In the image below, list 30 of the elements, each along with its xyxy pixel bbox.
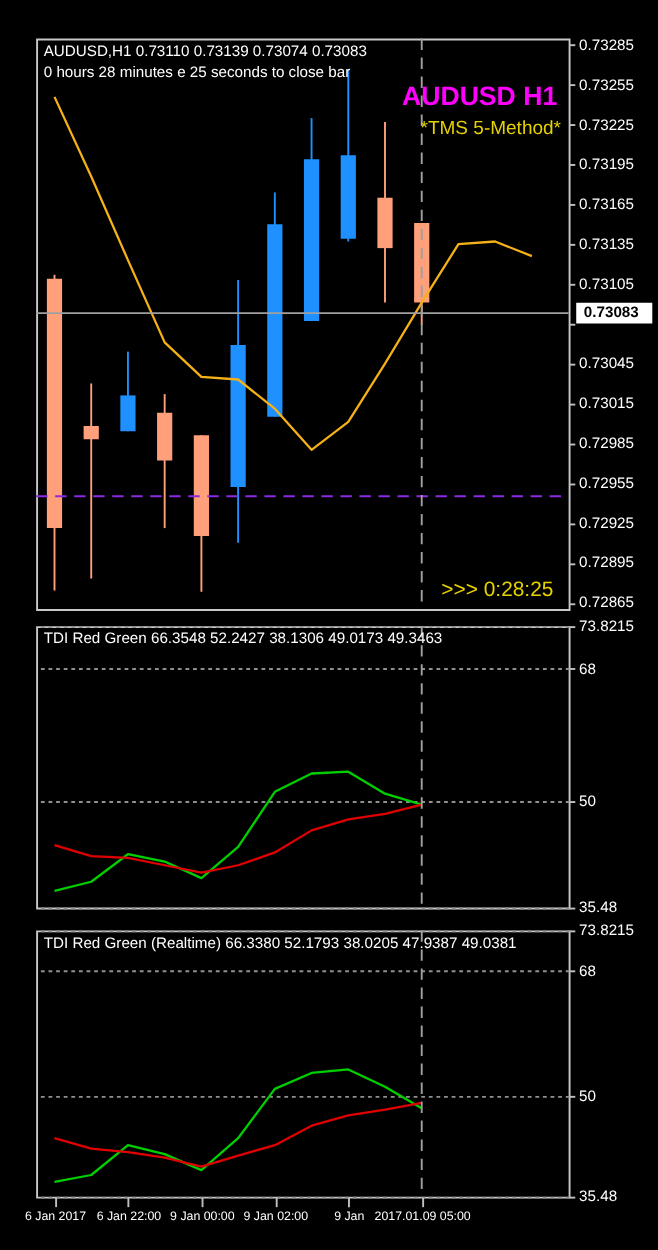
y-tick-label: 0.73135 [579,234,634,253]
annotation: >>> 0:28:25 [441,579,554,602]
y-tick-label: 0.73015 [579,394,634,413]
y-tick-label: 0.72865 [579,593,634,612]
y-tick-label: 50 [579,1086,596,1105]
y-tick-label: 0.72955 [579,473,634,492]
y-tick-label: 35.48 [579,898,618,917]
y-tick-label: 50 [579,791,596,810]
annotation: 0 hours 28 minutes e 25 seconds to close bar [43,62,352,81]
y-tick-label: 0.72895 [579,553,634,572]
text: *TMS 5-Method* [420,117,562,140]
y-tick-label: 0.73105 [579,274,634,293]
y-tick-label: 73.8215 [579,616,634,635]
y-tick-label: 0.73165 [579,195,634,214]
text: AUDUSD H1 [402,81,559,112]
chart-title: TDI Red Green 66.3548 52.2427 38.1306 49.0173 49.3463 [43,629,443,648]
y-tick-label: 0.73225 [579,115,634,134]
y-tick-label: 35.48 [579,1187,618,1206]
y-tick-label: 73.8215 [579,921,634,940]
y-tick-label: 0.72925 [579,513,634,532]
y-tick-label: 68 [579,659,596,678]
annotation: AUDUSD,H1 0.73110 0.73139 0.73074 0.73083 [43,41,367,60]
chart-title: TDI Red Green (Realtime) 66.3380 52.1793 38.0205 47.9387 49.0381 [43,933,517,952]
y-tick-label: 0.73045 [579,354,634,373]
y-tick-label: 0.73195 [579,155,634,174]
y-tick-label: 0.72985 [579,433,634,452]
ref-line-label: 0.73083 [583,302,639,321]
y-tick-label: 68 [579,961,596,980]
y-tick-label: 0.73285 [579,35,634,54]
y-tick-label: 0.73255 [579,75,634,94]
